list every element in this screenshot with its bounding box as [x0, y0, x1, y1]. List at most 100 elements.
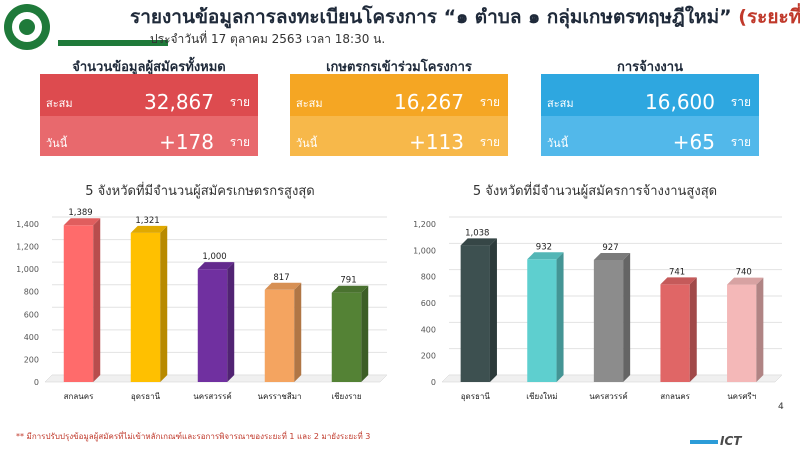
card-today-row: วันนี้ +178 ราย [40, 116, 258, 156]
card-cumulative-row: สะสม 16,267 ราย [290, 74, 508, 116]
bar-side [689, 277, 697, 382]
bar-top [197, 262, 235, 270]
farmers-bar-chart: 0 200 400 600 800 1,000 1,200 1,400 1,389 สกลนคร 1… [16, 208, 388, 401]
today-label: วันนี้ [547, 137, 569, 150]
bar-side [160, 225, 168, 382]
cumulative-label: สะสม [547, 97, 574, 110]
cumulative-label: สะสม [46, 97, 73, 110]
card-title-farmers: เกษตรกรเข้าร่วมโครงการ [326, 60, 472, 75]
page-number: 4 [778, 402, 784, 412]
bar [660, 284, 690, 382]
bar [63, 225, 94, 382]
card-title-total-applicants: จำนวนข้อมูลผู้สมัครทั้งหมด [72, 60, 226, 75]
bar-top [660, 277, 697, 285]
cumulative-value: 16,600 [645, 90, 715, 114]
bar-side [623, 252, 631, 382]
card-cumulative-row: สะสม 32,867 ราย [40, 74, 258, 116]
bar [727, 284, 757, 382]
card-total-applicants: สะสม 32,867 ราย วันนี้ +178 ราย [40, 74, 258, 156]
bar-top [460, 238, 497, 246]
cumulative-value: 32,867 [144, 90, 214, 114]
x-tick-label: นครศรีฯ [727, 392, 756, 401]
x-tick-label: สกลนคร [660, 392, 690, 401]
y-tick-label: 600 [24, 310, 39, 319]
bar-side [227, 262, 235, 382]
data-label: 1,321 [135, 216, 159, 226]
unit-label: ราย [229, 95, 250, 109]
x-tick-label: เชียงราย [331, 392, 361, 401]
today-label: วันนี้ [296, 137, 318, 150]
ict-logo: ICT [720, 434, 742, 448]
x-tick-label: อุดรธานี [461, 392, 491, 401]
today-label: วันนี้ [46, 137, 68, 150]
bar-top [331, 285, 369, 293]
data-label: 932 [536, 242, 552, 252]
header-accent-bar [58, 40, 168, 46]
data-label: 1,389 [68, 208, 92, 218]
bar [130, 232, 161, 382]
card-today-row: วันนี้ +113 ราย [290, 116, 508, 156]
today-value: +65 [672, 130, 715, 154]
y-tick-label: 0 [431, 378, 436, 387]
x-tick-label: นครราชสีมา [258, 392, 302, 401]
x-tick-label: สกลนคร [64, 392, 94, 401]
x-tick-label: เชียงใหม่ [526, 392, 557, 401]
footnote: ** มีการปรับปรุงข้อมูลผู้สมัครที่ไม่เข้า… [16, 432, 371, 441]
bar [460, 245, 490, 382]
today-value: +113 [409, 130, 464, 154]
unit-label: ราย [229, 135, 250, 149]
chart-title-employment: 5 จังหวัดที่มีจำนวนผู้สมัครการจ้างงานสูง… [472, 184, 718, 199]
bar [527, 259, 557, 382]
ministry-logo [4, 4, 50, 50]
bar-side [556, 252, 564, 382]
y-tick-label: 800 [24, 288, 39, 297]
today-value: +178 [159, 130, 214, 154]
bar-side [294, 282, 302, 382]
y-tick-label: 600 [421, 299, 436, 308]
data-label: 1,000 [202, 252, 226, 262]
data-label: 740 [736, 268, 752, 278]
y-tick-label: 200 [24, 355, 39, 364]
unit-label: ราย [479, 95, 500, 109]
card-employment: สะสม 16,600 ราย วันนี้ +65 ราย [541, 74, 759, 156]
page-title: รายงานข้อมูลการลงทะเบียนโครงการ “๑ ตำบล … [130, 2, 800, 32]
bar-side [93, 218, 101, 382]
y-tick-label: 800 [421, 273, 436, 282]
card-cumulative-row: สะสม 16,600 ราย [541, 74, 759, 116]
phase-label: (ระยะที่ 3) [738, 6, 800, 28]
y-tick-label: 200 [421, 352, 436, 361]
cumulative-value: 16,267 [394, 90, 464, 114]
bar [331, 292, 362, 382]
y-tick-label: 400 [421, 325, 436, 334]
y-tick-label: 0 [34, 378, 39, 387]
cumulative-label: สะสม [296, 97, 323, 110]
x-tick-label: นครสวรรค์ [589, 391, 627, 401]
bar [593, 259, 624, 382]
page-title-text: รายงานข้อมูลการลงทะเบียนโครงการ “๑ ตำบล … [130, 6, 732, 28]
y-tick-label: 1,000 [413, 246, 436, 255]
bar-top [63, 218, 101, 226]
unit-label: ราย [479, 135, 500, 149]
y-tick-label: 400 [24, 333, 39, 342]
card-farmers: สะสม 16,267 ราย วันนี้ +113 ราย [290, 74, 508, 156]
bar [197, 269, 228, 382]
unit-label: ราย [730, 95, 751, 109]
data-label: 791 [340, 276, 356, 286]
y-tick-label: 1,000 [16, 265, 39, 274]
bar [264, 289, 295, 382]
bar-top [727, 277, 764, 285]
report-date: ประจำวันที่ 17 ตุลาคม 2563 เวลา 18:30 น. [150, 32, 386, 46]
bar-side [361, 285, 369, 382]
brand-bar [690, 440, 718, 444]
card-title-employment: การจ้างงาน [617, 60, 683, 75]
x-tick-label: นครสวรรค์ [193, 391, 231, 401]
bar-side [489, 238, 497, 382]
y-tick-label: 1,400 [16, 220, 39, 229]
card-today-row: วันนี้ +65 ราย [541, 116, 759, 156]
bar-side [756, 277, 764, 382]
y-tick-label: 1,200 [413, 220, 436, 229]
data-label: 817 [273, 273, 289, 283]
employment-bar-chart: 0 200 400 600 800 1,000 1,200 1,038 อุดรธานี 932 เ… [413, 216, 783, 401]
bar-top [264, 282, 302, 290]
bar-top [593, 252, 631, 260]
